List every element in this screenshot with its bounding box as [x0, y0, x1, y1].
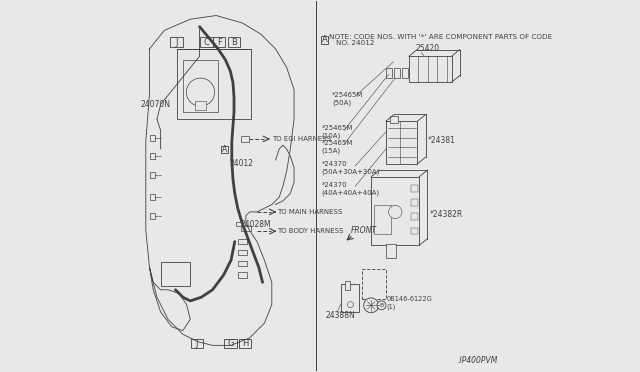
- Text: *25465M
(50A): *25465M (50A): [332, 92, 364, 106]
- FancyBboxPatch shape: [394, 68, 400, 78]
- FancyBboxPatch shape: [386, 68, 392, 78]
- FancyBboxPatch shape: [191, 339, 204, 348]
- FancyBboxPatch shape: [161, 262, 190, 286]
- Text: 24012: 24012: [229, 159, 253, 168]
- FancyBboxPatch shape: [200, 37, 212, 47]
- FancyBboxPatch shape: [228, 37, 240, 47]
- Text: J: J: [196, 339, 198, 348]
- Text: *24370
(40A+40A+40A): *24370 (40A+40A+40A): [322, 182, 380, 196]
- FancyBboxPatch shape: [241, 137, 249, 141]
- Text: A: A: [321, 35, 327, 44]
- Text: F: F: [217, 38, 221, 47]
- Circle shape: [348, 302, 353, 308]
- FancyBboxPatch shape: [183, 60, 218, 112]
- Text: TO EGI HARNESS: TO EGI HARNESS: [272, 136, 331, 142]
- FancyBboxPatch shape: [409, 56, 452, 82]
- Circle shape: [388, 205, 402, 219]
- FancyBboxPatch shape: [345, 280, 349, 290]
- FancyBboxPatch shape: [241, 227, 251, 231]
- FancyBboxPatch shape: [371, 177, 419, 245]
- Text: FRONT: FRONT: [350, 226, 376, 235]
- FancyBboxPatch shape: [362, 269, 387, 299]
- FancyBboxPatch shape: [177, 49, 252, 119]
- FancyBboxPatch shape: [411, 228, 418, 234]
- Text: TO MAIN HARNESS: TO MAIN HARNESS: [277, 209, 342, 215]
- FancyBboxPatch shape: [150, 135, 156, 141]
- FancyBboxPatch shape: [386, 244, 396, 258]
- Text: .IP400PVM: .IP400PVM: [458, 356, 498, 365]
- FancyBboxPatch shape: [224, 339, 237, 348]
- FancyBboxPatch shape: [150, 213, 156, 219]
- FancyBboxPatch shape: [411, 185, 418, 192]
- FancyBboxPatch shape: [170, 37, 183, 47]
- Text: B: B: [231, 38, 237, 47]
- FancyBboxPatch shape: [411, 213, 418, 220]
- Text: B: B: [380, 303, 383, 308]
- Text: 24070N: 24070N: [140, 100, 170, 109]
- FancyBboxPatch shape: [150, 153, 156, 159]
- FancyBboxPatch shape: [411, 199, 418, 206]
- Text: 24388N: 24388N: [326, 311, 356, 320]
- Circle shape: [364, 298, 378, 313]
- FancyBboxPatch shape: [213, 37, 225, 47]
- FancyBboxPatch shape: [386, 121, 417, 164]
- Text: 24028M: 24028M: [240, 221, 271, 230]
- FancyBboxPatch shape: [239, 250, 246, 255]
- Text: *24382R: *24382R: [429, 210, 463, 219]
- Text: *25465M
(15A): *25465M (15A): [322, 140, 353, 154]
- Text: G: G: [227, 339, 234, 348]
- FancyBboxPatch shape: [221, 146, 228, 153]
- Text: 0B146-6122G
(1): 0B146-6122G (1): [387, 296, 433, 311]
- Text: 25420: 25420: [415, 44, 440, 53]
- Circle shape: [186, 78, 214, 106]
- Text: C: C: [204, 38, 209, 47]
- FancyBboxPatch shape: [239, 261, 246, 266]
- Text: *25465M
(10A): *25465M (10A): [322, 125, 353, 139]
- Text: NO. 24012: NO. 24012: [336, 40, 374, 46]
- Text: TO BODY HARNESS: TO BODY HARNESS: [277, 228, 344, 234]
- FancyBboxPatch shape: [390, 116, 398, 123]
- FancyBboxPatch shape: [321, 36, 328, 44]
- FancyBboxPatch shape: [403, 68, 408, 78]
- Text: J: J: [175, 38, 178, 47]
- FancyBboxPatch shape: [236, 222, 242, 226]
- Text: H: H: [242, 339, 248, 348]
- FancyBboxPatch shape: [374, 205, 391, 234]
- Text: A: A: [221, 145, 227, 154]
- Text: NOTE: CODE NOS. WITH '*' ARE COMPONENT PARTS OF CODE: NOTE: CODE NOS. WITH '*' ARE COMPONENT P…: [329, 34, 552, 41]
- FancyBboxPatch shape: [342, 284, 359, 312]
- FancyBboxPatch shape: [150, 172, 156, 178]
- FancyBboxPatch shape: [150, 194, 156, 200]
- FancyBboxPatch shape: [239, 339, 252, 348]
- FancyBboxPatch shape: [239, 272, 246, 278]
- Text: *24381: *24381: [428, 136, 455, 145]
- FancyBboxPatch shape: [195, 101, 206, 110]
- Text: *24370
(50A+30A+30A): *24370 (50A+30A+30A): [322, 161, 380, 175]
- Circle shape: [377, 301, 386, 310]
- FancyBboxPatch shape: [239, 239, 246, 244]
